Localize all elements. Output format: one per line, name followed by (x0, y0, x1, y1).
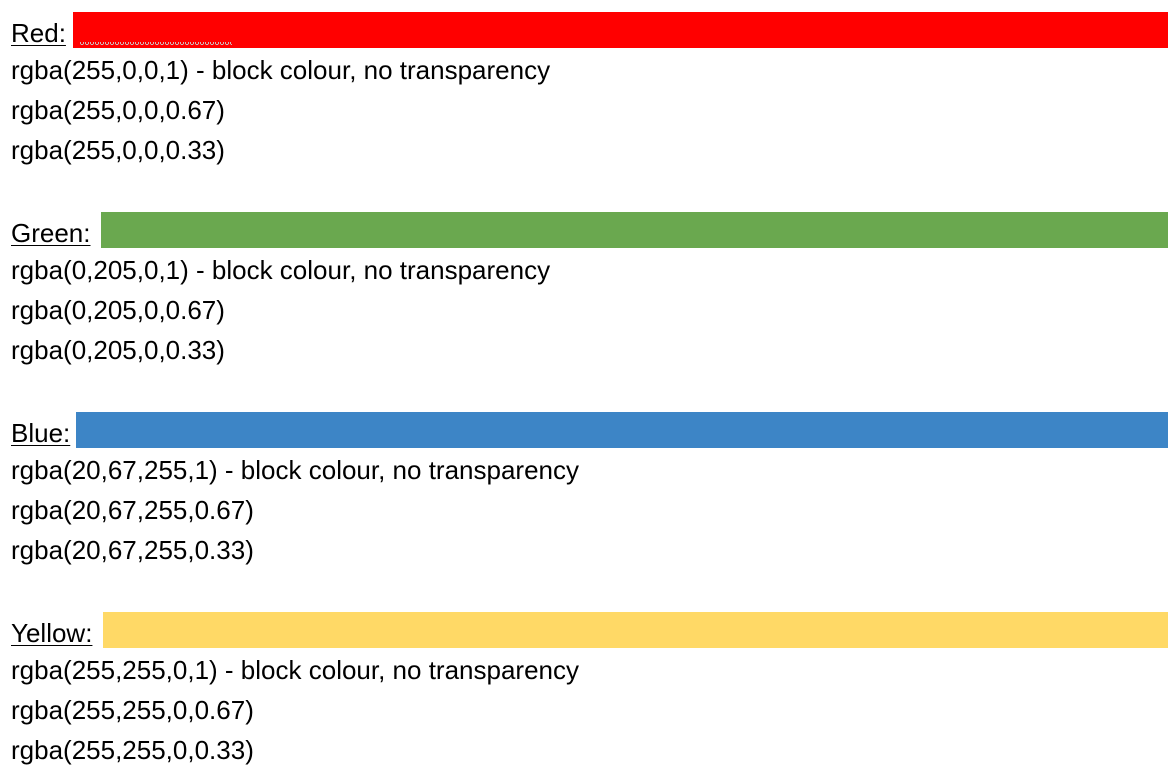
red-line-67: rgba(255,0,0,0.67) (11, 95, 225, 125)
yellow-color-swatch (103, 612, 1168, 648)
blue-line-67: rgba(20,67,255,0.67) (11, 495, 254, 525)
red-section: Red: rgba(255,0,0,1) - block colour, no … (0, 12, 1168, 170)
red-label: Red: (11, 18, 66, 48)
blue-color-swatch (76, 412, 1168, 448)
green-color-swatch (101, 212, 1168, 248)
green-section: Green: rgba(0,205,0,1) - block colour, n… (0, 212, 1168, 370)
spellcheck-underline (80, 42, 232, 47)
blue-header-row: Blue: (0, 412, 1168, 448)
yellow-label: Yellow: (11, 618, 93, 648)
yellow-line-33: rgba(255,255,0,0.33) (11, 735, 254, 765)
blue-label: Blue: (11, 418, 71, 448)
blue-line-opaque: rgba(20,67,255,1) - block colour, no tra… (11, 455, 580, 485)
yellow-line-67: rgba(255,255,0,0.67) (11, 695, 254, 725)
green-line-67: rgba(0,205,0,0.67) (11, 295, 225, 325)
blue-section: Blue: rgba(20,67,255,1) - block colour, … (0, 412, 1168, 570)
yellow-line-opaque: rgba(255,255,0,1) - block colour, no tra… (11, 655, 580, 685)
yellow-header-row: Yellow: (0, 612, 1168, 648)
red-color-swatch (73, 12, 1168, 48)
green-line-33: rgba(0,205,0,0.33) (11, 335, 225, 365)
green-header-row: Green: (0, 212, 1168, 248)
red-header-row: Red: (0, 12, 1168, 48)
green-label: Green: (11, 218, 91, 248)
yellow-section: Yellow: rgba(255,255,0,1) - block colour… (0, 612, 1168, 770)
red-line-33: rgba(255,0,0,0.33) (11, 135, 225, 165)
green-line-opaque: rgba(0,205,0,1) - block colour, no trans… (11, 255, 551, 285)
red-line-opaque: rgba(255,0,0,1) - block colour, no trans… (11, 55, 551, 85)
blue-line-33: rgba(20,67,255,0.33) (11, 535, 254, 565)
